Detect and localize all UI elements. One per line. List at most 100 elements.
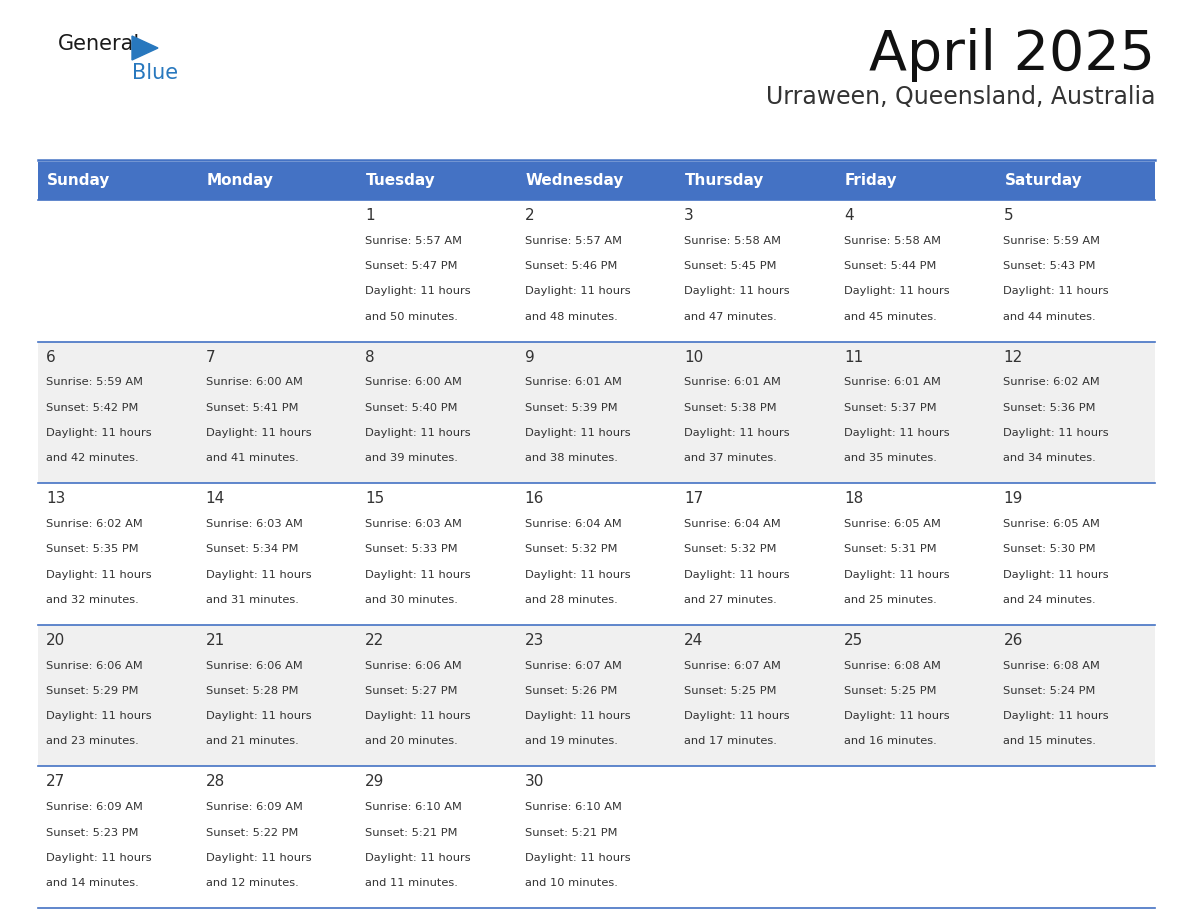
Text: 27: 27 xyxy=(46,775,65,789)
Text: Sunrise: 6:09 AM: Sunrise: 6:09 AM xyxy=(206,802,303,812)
Text: Daylight: 11 hours: Daylight: 11 hours xyxy=(843,286,949,297)
Text: Sunset: 5:23 PM: Sunset: 5:23 PM xyxy=(46,827,139,837)
Text: Daylight: 11 hours: Daylight: 11 hours xyxy=(843,711,949,722)
Text: and 14 minutes.: and 14 minutes. xyxy=(46,879,139,888)
Bar xyxy=(38,162,1155,200)
Text: Daylight: 11 hours: Daylight: 11 hours xyxy=(46,711,152,722)
Bar xyxy=(38,625,1155,767)
Text: Sunset: 5:30 PM: Sunset: 5:30 PM xyxy=(1004,544,1097,554)
Text: and 45 minutes.: and 45 minutes. xyxy=(843,312,936,321)
Text: Sunrise: 6:00 AM: Sunrise: 6:00 AM xyxy=(365,377,462,387)
Text: Sunrise: 5:57 AM: Sunrise: 5:57 AM xyxy=(525,236,621,246)
Text: Daylight: 11 hours: Daylight: 11 hours xyxy=(365,711,470,722)
Text: Sunset: 5:39 PM: Sunset: 5:39 PM xyxy=(525,403,618,413)
Text: Sunrise: 6:06 AM: Sunrise: 6:06 AM xyxy=(206,661,302,671)
Text: Daylight: 11 hours: Daylight: 11 hours xyxy=(365,286,470,297)
Text: and 23 minutes.: and 23 minutes. xyxy=(46,736,139,746)
Text: Sunset: 5:40 PM: Sunset: 5:40 PM xyxy=(365,403,457,413)
Text: Sunset: 5:25 PM: Sunset: 5:25 PM xyxy=(843,686,936,696)
Text: Sunrise: 5:58 AM: Sunrise: 5:58 AM xyxy=(684,236,782,246)
Text: and 16 minutes.: and 16 minutes. xyxy=(843,736,936,746)
Text: 14: 14 xyxy=(206,491,225,506)
Text: 29: 29 xyxy=(365,775,385,789)
Text: Daylight: 11 hours: Daylight: 11 hours xyxy=(525,286,631,297)
Text: and 42 minutes.: and 42 minutes. xyxy=(46,453,139,464)
Text: Daylight: 11 hours: Daylight: 11 hours xyxy=(525,853,631,863)
Text: Friday: Friday xyxy=(845,174,897,188)
Text: and 41 minutes.: and 41 minutes. xyxy=(206,453,298,464)
Text: 5: 5 xyxy=(1004,208,1013,223)
Text: Daylight: 11 hours: Daylight: 11 hours xyxy=(684,569,790,579)
Text: 21: 21 xyxy=(206,633,225,648)
Text: and 44 minutes.: and 44 minutes. xyxy=(1004,312,1097,321)
Text: Daylight: 11 hours: Daylight: 11 hours xyxy=(46,853,152,863)
Text: Daylight: 11 hours: Daylight: 11 hours xyxy=(206,711,311,722)
Text: Sunset: 5:32 PM: Sunset: 5:32 PM xyxy=(684,544,777,554)
Text: Daylight: 11 hours: Daylight: 11 hours xyxy=(206,569,311,579)
Text: Sunrise: 5:58 AM: Sunrise: 5:58 AM xyxy=(843,236,941,246)
Text: 22: 22 xyxy=(365,633,385,648)
Text: Sunrise: 6:07 AM: Sunrise: 6:07 AM xyxy=(684,661,782,671)
Text: Sunset: 5:21 PM: Sunset: 5:21 PM xyxy=(365,827,457,837)
Text: 30: 30 xyxy=(525,775,544,789)
Text: Sunrise: 6:03 AM: Sunrise: 6:03 AM xyxy=(365,519,462,529)
Text: Sunrise: 6:09 AM: Sunrise: 6:09 AM xyxy=(46,802,143,812)
Text: Sunset: 5:27 PM: Sunset: 5:27 PM xyxy=(365,686,457,696)
Text: Sunset: 5:42 PM: Sunset: 5:42 PM xyxy=(46,403,138,413)
Text: Daylight: 11 hours: Daylight: 11 hours xyxy=(365,569,470,579)
Text: 17: 17 xyxy=(684,491,703,506)
Text: Sunset: 5:25 PM: Sunset: 5:25 PM xyxy=(684,686,777,696)
Text: 9: 9 xyxy=(525,350,535,364)
Text: Sunrise: 6:07 AM: Sunrise: 6:07 AM xyxy=(525,661,621,671)
Text: Daylight: 11 hours: Daylight: 11 hours xyxy=(46,569,152,579)
Text: 10: 10 xyxy=(684,350,703,364)
Text: 15: 15 xyxy=(365,491,385,506)
Text: 11: 11 xyxy=(843,350,864,364)
Text: and 38 minutes.: and 38 minutes. xyxy=(525,453,618,464)
Text: Urraween, Queensland, Australia: Urraween, Queensland, Australia xyxy=(765,85,1155,109)
Text: and 34 minutes.: and 34 minutes. xyxy=(1004,453,1097,464)
Text: Sunset: 5:26 PM: Sunset: 5:26 PM xyxy=(525,686,617,696)
Text: and 19 minutes.: and 19 minutes. xyxy=(525,736,618,746)
Text: Daylight: 11 hours: Daylight: 11 hours xyxy=(1004,428,1110,438)
Text: Sunrise: 6:08 AM: Sunrise: 6:08 AM xyxy=(843,661,941,671)
Text: 24: 24 xyxy=(684,633,703,648)
Text: Thursday: Thursday xyxy=(685,174,765,188)
Text: 19: 19 xyxy=(1004,491,1023,506)
Text: and 12 minutes.: and 12 minutes. xyxy=(206,879,298,888)
Text: Sunrise: 6:02 AM: Sunrise: 6:02 AM xyxy=(46,519,143,529)
Text: and 25 minutes.: and 25 minutes. xyxy=(843,595,936,605)
Text: Sunset: 5:33 PM: Sunset: 5:33 PM xyxy=(365,544,457,554)
Bar xyxy=(38,200,1155,341)
Text: Tuesday: Tuesday xyxy=(366,174,436,188)
Text: Sunrise: 6:05 AM: Sunrise: 6:05 AM xyxy=(843,519,941,529)
Text: Sunset: 5:35 PM: Sunset: 5:35 PM xyxy=(46,544,139,554)
Text: and 39 minutes.: and 39 minutes. xyxy=(365,453,459,464)
Text: Sunrise: 6:03 AM: Sunrise: 6:03 AM xyxy=(206,519,303,529)
Text: and 31 minutes.: and 31 minutes. xyxy=(206,595,298,605)
Text: and 27 minutes.: and 27 minutes. xyxy=(684,595,777,605)
Text: Sunrise: 6:06 AM: Sunrise: 6:06 AM xyxy=(365,661,462,671)
Text: 7: 7 xyxy=(206,350,215,364)
Text: 25: 25 xyxy=(843,633,864,648)
Text: 23: 23 xyxy=(525,633,544,648)
Text: Sunrise: 6:01 AM: Sunrise: 6:01 AM xyxy=(525,377,621,387)
Text: Sunset: 5:47 PM: Sunset: 5:47 PM xyxy=(365,261,457,271)
Text: Sunset: 5:38 PM: Sunset: 5:38 PM xyxy=(684,403,777,413)
Text: Sunrise: 5:59 AM: Sunrise: 5:59 AM xyxy=(46,377,143,387)
Text: 28: 28 xyxy=(206,775,225,789)
Text: and 30 minutes.: and 30 minutes. xyxy=(365,595,459,605)
Text: Sunrise: 6:01 AM: Sunrise: 6:01 AM xyxy=(843,377,941,387)
Text: Sunset: 5:21 PM: Sunset: 5:21 PM xyxy=(525,827,618,837)
Text: Sunrise: 6:02 AM: Sunrise: 6:02 AM xyxy=(1004,377,1100,387)
Text: Blue: Blue xyxy=(132,63,178,83)
Text: Saturday: Saturday xyxy=(1004,174,1082,188)
Text: Daylight: 11 hours: Daylight: 11 hours xyxy=(1004,286,1110,297)
Text: Sunrise: 6:04 AM: Sunrise: 6:04 AM xyxy=(684,519,781,529)
Text: Daylight: 11 hours: Daylight: 11 hours xyxy=(684,711,790,722)
Text: Sunset: 5:22 PM: Sunset: 5:22 PM xyxy=(206,827,298,837)
Text: and 15 minutes.: and 15 minutes. xyxy=(1004,736,1097,746)
Text: and 37 minutes.: and 37 minutes. xyxy=(684,453,777,464)
Text: Wednesday: Wednesday xyxy=(526,174,624,188)
Text: Sunset: 5:37 PM: Sunset: 5:37 PM xyxy=(843,403,936,413)
